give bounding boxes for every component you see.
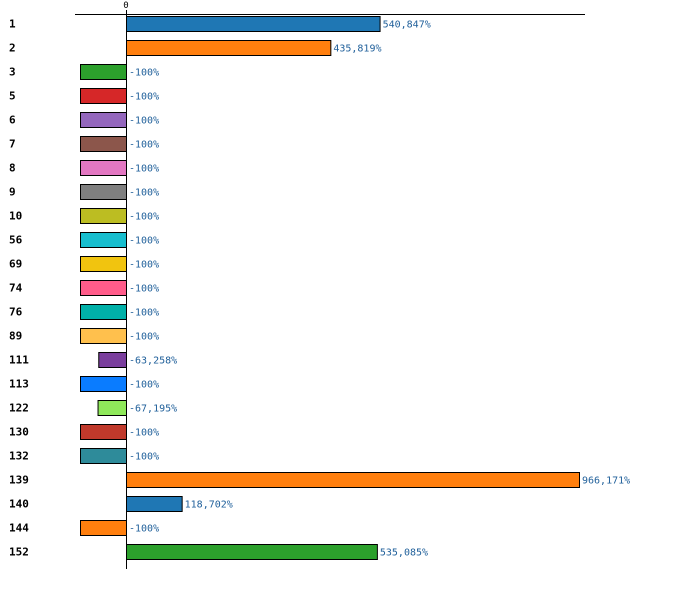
category-label-56: 56 <box>9 234 23 247</box>
bar-74 <box>80 280 127 296</box>
bar-7 <box>80 136 127 152</box>
category-label-3: 3 <box>9 66 16 79</box>
bar-5 <box>80 88 127 104</box>
bar-144 <box>80 520 127 536</box>
bar-139 <box>126 472 580 488</box>
value-label-122: -67,195% <box>129 404 177 415</box>
category-label-76: 76 <box>9 306 23 319</box>
value-label-2: 435,819% <box>333 44 381 55</box>
value-label-10: -100% <box>129 212 159 223</box>
bar-6 <box>80 112 127 128</box>
value-label-113: -100% <box>129 380 159 391</box>
category-label-6: 6 <box>9 114 16 127</box>
bar-56 <box>80 232 127 248</box>
category-label-8: 8 <box>9 162 16 175</box>
bar-130 <box>80 424 127 440</box>
value-label-9: -100% <box>129 188 159 199</box>
value-label-3: -100% <box>129 68 159 79</box>
x-tick-label: 0 <box>123 1 128 11</box>
bars <box>80 16 580 560</box>
value-label-5: -100% <box>129 92 159 103</box>
bar-122 <box>97 400 127 416</box>
category-label-69: 69 <box>9 258 22 271</box>
category-label-1: 1 <box>9 18 16 31</box>
category-label-5: 5 <box>9 90 16 103</box>
category-label-122: 122 <box>9 402 29 415</box>
category-label-139: 139 <box>9 474 29 487</box>
bar-140 <box>126 496 183 512</box>
value-label-7: -100% <box>129 140 159 151</box>
category-label-113: 113 <box>9 378 29 391</box>
category-label-74: 74 <box>9 282 23 295</box>
category-label-2: 2 <box>9 42 16 55</box>
value-label-111: -63,258% <box>129 356 177 367</box>
bar-132 <box>80 448 127 464</box>
category-label-10: 10 <box>9 210 22 223</box>
category-label-89: 89 <box>9 330 22 343</box>
value-labels: 540,847% 435,819% -100% -100% -100% -100% -100… <box>129 20 630 559</box>
value-label-139: 966,171% <box>582 476 630 487</box>
value-label-152: 535,085% <box>380 548 428 559</box>
value-label-8: -100% <box>129 164 159 175</box>
category-label-111: 111 <box>9 354 29 367</box>
category-label-9: 9 <box>9 186 16 199</box>
bar-69 <box>80 256 127 272</box>
value-label-144: -100% <box>129 524 159 535</box>
bar-111 <box>98 352 127 368</box>
category-label-140: 140 <box>9 498 29 511</box>
value-label-1: 540,847% <box>383 20 431 31</box>
bar-3 <box>80 64 127 80</box>
value-label-89: -100% <box>129 332 159 343</box>
category-label-132: 132 <box>9 450 29 463</box>
bar-76 <box>80 304 127 320</box>
category-label-130: 130 <box>9 426 29 439</box>
category-label-152: 152 <box>9 546 29 559</box>
value-label-132: -100% <box>129 452 159 463</box>
bar-9 <box>80 184 127 200</box>
category-label-144: 144 <box>9 522 29 535</box>
value-label-140: 118,702% <box>185 500 233 511</box>
bar-152 <box>126 544 378 560</box>
bar-1 <box>126 16 381 32</box>
value-label-69: -100% <box>129 260 159 271</box>
bar-8 <box>80 160 127 176</box>
bar-2 <box>126 40 332 56</box>
bar-10 <box>80 208 127 224</box>
category-labels: 1235678910566974768911111312213013213914… <box>9 18 29 559</box>
value-label-130: -100% <box>129 428 159 439</box>
tick-labels: 0 <box>123 1 128 11</box>
value-label-76: -100% <box>129 308 159 319</box>
value-label-56: -100% <box>129 236 159 247</box>
bar-89 <box>80 328 127 344</box>
category-label-7: 7 <box>9 138 16 151</box>
value-label-6: -100% <box>129 116 159 127</box>
bar-113 <box>80 376 127 392</box>
value-label-74: -100% <box>129 284 159 295</box>
